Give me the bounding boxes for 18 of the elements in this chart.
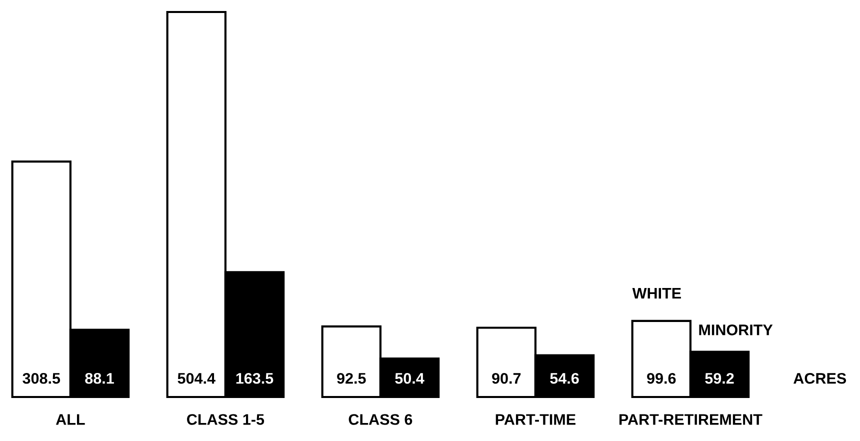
x-tick-label: ALL — [56, 414, 85, 425]
x-tick-label: CLASS 1-5 — [187, 414, 264, 425]
data-label: 88.1 — [85, 372, 114, 384]
data-label: 504.4 — [178, 372, 216, 384]
data-label: 99.6 — [647, 372, 676, 384]
x-tick-label: PART-TIME — [496, 414, 576, 425]
data-label: 50.4 — [395, 372, 424, 384]
series-label: MINORITY — [699, 324, 773, 336]
x-tick-label: CLASS 6 — [348, 414, 412, 425]
data-label: 90.7 — [492, 372, 521, 384]
data-label: 163.5 — [236, 372, 274, 384]
series-label: WHITE — [632, 288, 681, 299]
data-label: 54.6 — [550, 372, 579, 384]
data-label: 92.5 — [337, 372, 366, 384]
data-label: 308.5 — [22, 372, 60, 384]
text: ACRES — [794, 372, 846, 384]
data-label: 59.2 — [705, 372, 734, 384]
x-tick-label: PART-RETIREMENT — [619, 414, 762, 425]
